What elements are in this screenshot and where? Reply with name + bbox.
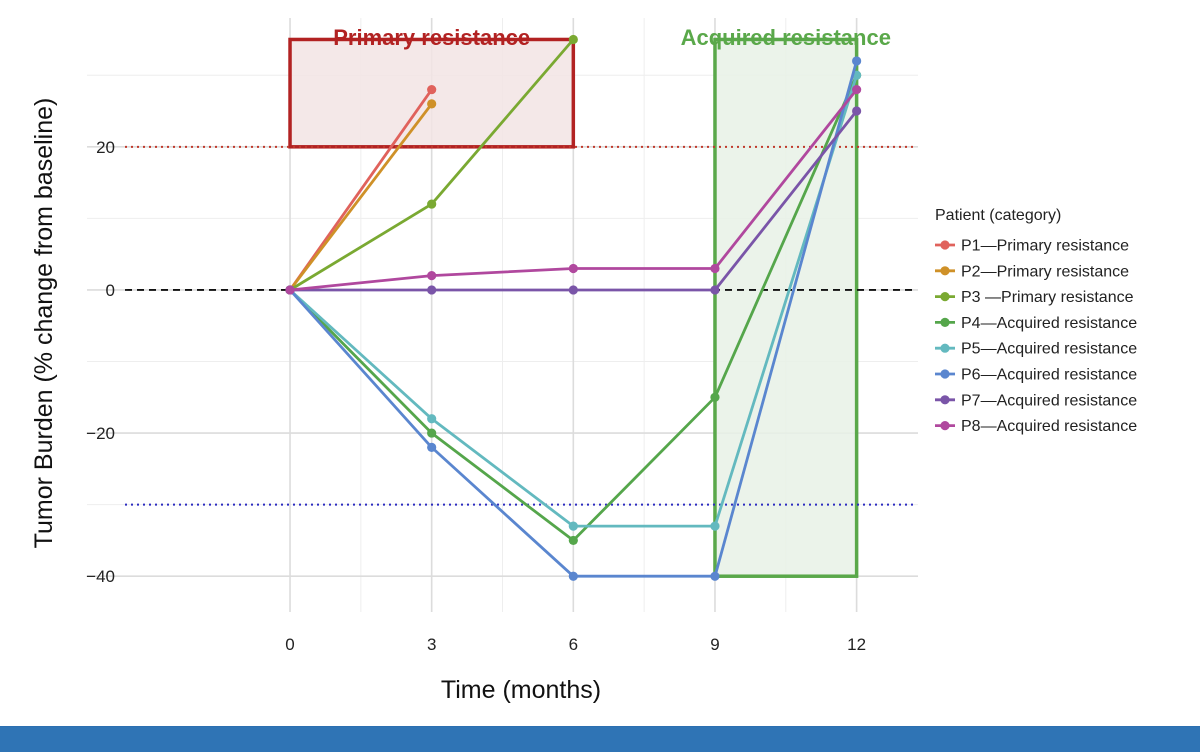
line-chart: Primary resistance Acquired resistance 0 3…	[30, 18, 1137, 704]
data-point-p6	[852, 56, 862, 66]
y-tick-label: −40	[86, 567, 115, 586]
x-tick-label: 9	[710, 635, 719, 654]
y-tick-label: −20	[86, 424, 115, 443]
data-point-p3	[427, 199, 437, 209]
legend-swatch-point	[940, 395, 950, 405]
data-point-p2	[427, 99, 437, 109]
legend: Patient (category) P1—Primary resistance…	[935, 207, 1137, 435]
data-point-p5	[710, 521, 720, 531]
legend-label-p2: P2—Primary resistance	[961, 263, 1129, 280]
data-point-p7	[710, 285, 720, 295]
series-line-p1	[288, 88, 433, 291]
legend-label-p8: P8—Acquired resistance	[961, 418, 1137, 435]
x-tick-label: 0	[285, 635, 294, 654]
series-lines	[285, 34, 862, 581]
data-point-p8	[427, 271, 437, 281]
resistance-regions: Primary resistance Acquired resistance	[288, 25, 891, 578]
data-point-p4	[710, 392, 720, 402]
legend-label-p7: P7—Acquired resistance	[961, 392, 1137, 409]
acquired-resistance-label: Acquired resistance	[681, 25, 891, 50]
data-point-p4	[427, 428, 437, 438]
legend-swatch-point	[940, 292, 950, 302]
figure-frame: Primary resistance Acquired resistance 0 3…	[0, 0, 1200, 727]
primary-resistance-label: Primary resistance	[333, 25, 530, 50]
data-point-p8	[285, 285, 295, 295]
x-axis-title: Time (months)	[441, 676, 601, 704]
legend-swatch-point	[940, 343, 950, 353]
x-tick-label: 6	[569, 635, 578, 654]
legend-label-p1: P1—Primary resistance	[961, 238, 1129, 255]
x-tick-label: 12	[847, 635, 866, 654]
data-point-p6	[710, 571, 720, 581]
legend-swatch-point	[940, 317, 950, 327]
data-point-p8	[852, 84, 862, 95]
legend-swatch-point	[940, 421, 950, 431]
data-point-p7	[568, 285, 578, 295]
legend-label-p4: P4—Acquired resistance	[961, 315, 1137, 332]
data-point-p4	[568, 535, 578, 546]
data-point-p5	[568, 521, 578, 531]
legend-label-p6: P6—Acquired resistance	[961, 367, 1137, 384]
legend-swatch-point	[940, 266, 950, 276]
data-point-p8	[710, 263, 720, 274]
legend-label-p5: P5—Acquired resistance	[961, 341, 1137, 358]
axis-ticks: 0 3 6 9 12 −40 −20 0 20	[86, 138, 866, 654]
legend-label-p3: P3 —Primary resistance	[961, 289, 1134, 306]
series-line-p2	[288, 103, 433, 291]
legend-swatch-point	[940, 240, 950, 250]
data-point-p3	[568, 34, 578, 45]
data-point-p6	[568, 571, 578, 581]
data-point-p7	[427, 285, 437, 295]
data-point-p7	[852, 106, 862, 116]
data-point-p5	[427, 414, 437, 424]
legend-swatch-point	[940, 369, 950, 379]
x-tick-label: 3	[427, 635, 436, 654]
y-tick-label: 0	[106, 281, 115, 300]
data-point-p1	[427, 84, 437, 95]
footer-bar	[0, 727, 1200, 752]
legend-title: Patient (category)	[935, 207, 1061, 224]
y-axis-title: Tumor Burden (% change from baseline)	[30, 98, 58, 549]
data-point-p8	[568, 263, 578, 274]
y-tick-label: 20	[96, 138, 115, 157]
data-point-p6	[427, 442, 437, 452]
